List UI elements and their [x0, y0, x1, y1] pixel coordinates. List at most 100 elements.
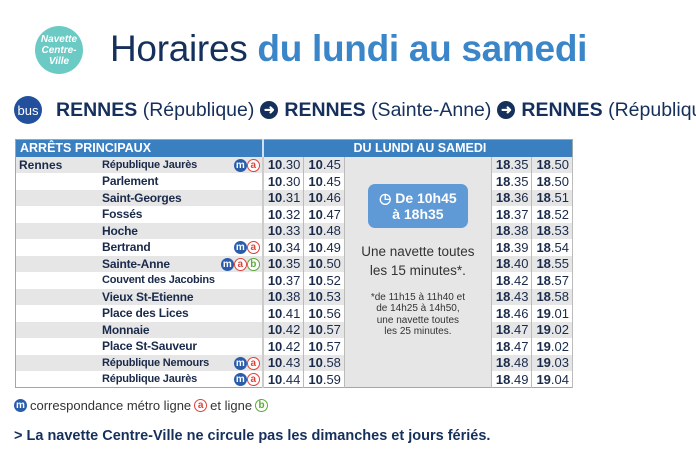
- time-cell: 10.57: [303, 321, 345, 338]
- frequency-info: ◷ De 10h45 à 18h35 Une navette toutes les 1…: [344, 156, 492, 388]
- time-cell: 10.32: [262, 206, 305, 223]
- table-row: Sainte-Anne m a b 10.35 10.50 18.40 18.55: [15, 255, 573, 272]
- stop-name: République Nemours: [99, 354, 218, 371]
- table-row: Hoche 10.33 10.48 18.38 18.53: [15, 222, 573, 239]
- time-cell: 10.46: [303, 189, 345, 206]
- metro-icon: m: [233, 158, 247, 172]
- arrow-right-icon: ➜: [497, 101, 516, 119]
- time-cell: 10.45: [303, 156, 345, 173]
- line-a-icon: a: [233, 257, 247, 271]
- time-cell: 10.34: [262, 239, 305, 256]
- time-cell: 18.52: [531, 206, 573, 223]
- city-cell: [15, 239, 100, 256]
- connections: [217, 189, 264, 206]
- time-cell: 18.55: [531, 255, 573, 272]
- arrow-right-icon: ➜: [260, 101, 279, 119]
- legend-text: et ligne: [210, 398, 253, 413]
- time-cell: 19.01: [531, 305, 573, 322]
- time-cell: 18.42: [491, 272, 533, 289]
- time-cell: 10.30: [262, 173, 305, 190]
- stop-name: Couvent des Jacobins: [99, 272, 218, 289]
- from-stop: (République): [142, 98, 255, 121]
- metro-icon: m: [233, 241, 247, 255]
- city-cell: [15, 305, 100, 322]
- time-cell: 10.59: [303, 371, 345, 388]
- logo-text: Ville: [48, 56, 70, 67]
- time-cell: 10.45: [303, 173, 345, 190]
- line-a-icon: a: [246, 158, 260, 172]
- title-part2: du lundi au samedi: [257, 28, 588, 69]
- time-cell: 18.35: [491, 156, 533, 173]
- note-line: *de 11h15 à 11h40 et: [370, 291, 465, 303]
- note-line: de 14h25 à 14h50,: [376, 303, 460, 314]
- line-a-icon: a: [194, 399, 208, 412]
- time-cell: 18.35: [491, 173, 533, 190]
- stop-name: Place des Lices: [99, 305, 218, 322]
- stop-name: Fossés: [99, 206, 218, 223]
- to-stop: (République): [608, 98, 696, 121]
- time-cell: 10.47: [303, 206, 345, 223]
- time-cell: 18.47: [491, 321, 533, 338]
- city-cell: [15, 272, 100, 289]
- time-cell: 19.02: [531, 338, 573, 355]
- connections: [217, 288, 264, 305]
- time-cell: 18.48: [491, 354, 533, 371]
- page-title: Horaires du lundi au samedi: [110, 28, 587, 70]
- time-cell: 10.44: [262, 371, 305, 388]
- stop-name: Vieux St-Etienne: [99, 288, 218, 305]
- time-cell: 18.54: [531, 239, 573, 256]
- badge-text: à 18h35: [392, 205, 444, 222]
- table-row: Monnaie 10.42 10.57 18.47 19.02: [15, 321, 573, 338]
- table-row: Place St-Sauveur 10.42 10.57 18.47 19.02: [15, 338, 573, 355]
- stop-name: Saint-Georges: [99, 189, 218, 206]
- freq-line: les 15 minutes*.: [369, 262, 466, 278]
- time-cell: 18.47: [491, 338, 533, 355]
- line-b-icon: b: [255, 399, 269, 412]
- time-cell: 18.58: [531, 288, 573, 305]
- to-city: RENNES: [521, 98, 603, 121]
- via-city: RENNES: [284, 98, 366, 121]
- route-line: bus RENNES (République) ➜ RENNES (Sainte…: [14, 96, 696, 124]
- connections: [217, 272, 264, 289]
- city-cell: [15, 354, 100, 371]
- frequency-text: Une navette toutes les 15 minutes*.: [348, 242, 488, 280]
- connections: [217, 321, 264, 338]
- time-cell: 18.57: [531, 272, 573, 289]
- table-row: République Nemours m a 10.43 10.58 18.48 19.03: [15, 354, 573, 371]
- logo-text: Navette: [40, 34, 78, 45]
- time-cell: 10.35: [262, 255, 305, 272]
- bus-icon: bus: [14, 96, 42, 124]
- table-row: Vieux St-Etienne 10.38 10.53 18.43 18.58: [15, 288, 573, 305]
- via-stop: (Sainte-Anne): [371, 98, 492, 121]
- table-row: Bertrand m a 10.34 10.49 18.39 18.54: [15, 239, 573, 256]
- time-cell: 18.43: [491, 288, 533, 305]
- table-row: République Jaurès m a 10.44 10.59 18.49 19.04: [15, 371, 573, 388]
- header-stops: ARRÊTS PRINCIPAUX: [15, 139, 263, 157]
- legend: m correspondance métro ligne a et ligne …: [14, 398, 269, 413]
- time-cell: 18.50: [531, 173, 573, 190]
- time-cell: 18.50: [531, 156, 573, 173]
- time-cell: 18.53: [531, 222, 573, 239]
- time-cell: 10.56: [303, 305, 345, 322]
- time-cell: 10.37: [262, 272, 305, 289]
- table-row: Saint-Georges 10.31 10.46 18.36 18.51: [15, 189, 573, 206]
- time-cell: 10.48: [303, 222, 345, 239]
- stop-name: Bertrand: [99, 239, 218, 256]
- time-cell: 10.42: [262, 321, 305, 338]
- time-cell: 19.02: [531, 321, 573, 338]
- time-cell: 10.41: [262, 305, 305, 322]
- city-cell: [15, 222, 100, 239]
- time-cell: 10.31: [262, 189, 305, 206]
- line-b-icon: b: [246, 257, 260, 271]
- note-line: les 25 minutes.: [384, 326, 452, 337]
- navette-centre-ville-logo: Navette Centre- Ville: [35, 26, 83, 74]
- time-cell: 10.38: [262, 288, 305, 305]
- time-cell: 18.38: [491, 222, 533, 239]
- clock-icon: ◷: [379, 189, 396, 206]
- stop-name: Place St-Sauveur: [99, 338, 218, 355]
- city-cell: [15, 338, 100, 355]
- time-cell: 10.49: [303, 239, 345, 256]
